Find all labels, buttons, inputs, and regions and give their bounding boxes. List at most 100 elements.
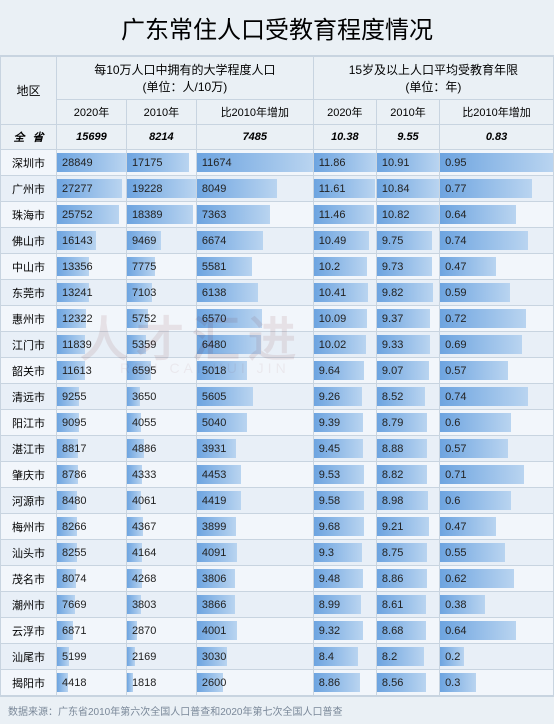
table-cell: 0.6 [440,410,554,436]
table-cell: 7103 [126,280,196,306]
region-name: 河源市 [1,488,57,514]
table-cell: 0.38 [440,592,554,618]
table-cell: 5605 [196,384,313,410]
table-cell: 11.46 [313,202,376,228]
province-u2020: 15699 [57,125,127,150]
table-row: 广州市2727719228804911.6110.840.77 [1,176,554,202]
table-cell: 9469 [126,228,196,254]
table-cell: 3650 [126,384,196,410]
table-cell: 9.68 [313,514,376,540]
region-name: 江门市 [1,332,57,358]
table-cell: 9.82 [376,280,439,306]
region-name: 深圳市 [1,150,57,176]
table-cell: 4001 [196,618,313,644]
table-row: 揭阳市4418181826008.868.560.3 [1,670,554,696]
table-cell: 0.59 [440,280,554,306]
table-cell: 8.86 [376,566,439,592]
table-row: 清远市9255365056059.268.520.74 [1,384,554,410]
table-cell: 4418 [57,670,127,696]
table-cell: 0.47 [440,254,554,280]
table-row: 深圳市28849171751167411.8610.910.95 [1,150,554,176]
table-cell: 5018 [196,358,313,384]
table-cell: 3866 [196,592,313,618]
table-cell: 4367 [126,514,196,540]
table-cell: 8074 [57,566,127,592]
table-cell: 3806 [196,566,313,592]
table-cell: 13356 [57,254,127,280]
table-cell: 3030 [196,644,313,670]
table-cell: 17175 [126,150,196,176]
table-row: 阳江市9095405550409.398.790.6 [1,410,554,436]
col-2010-b: 2010年 [376,100,439,125]
col-region: 地区 [1,57,57,125]
table-cell: 2169 [126,644,196,670]
table-cell: 4061 [126,488,196,514]
table-cell: 11.86 [313,150,376,176]
region-name: 汕头市 [1,540,57,566]
page-title: 广东常住人口受教育程度情况 [0,0,554,56]
table-cell: 8.68 [376,618,439,644]
table-cell: 8.86 [313,670,376,696]
table-cell: 9.21 [376,514,439,540]
region-name: 佛山市 [1,228,57,254]
table-cell: 11839 [57,332,127,358]
table-cell: 8.4 [313,644,376,670]
table-cell: 0.74 [440,384,554,410]
table-cell: 8255 [57,540,127,566]
region-name: 珠海市 [1,202,57,228]
table-cell: 0.64 [440,618,554,644]
table-cell: 6480 [196,332,313,358]
region-name: 阳江市 [1,410,57,436]
region-name: 汕尾市 [1,644,57,670]
table-row: 惠州市123225752657010.099.370.72 [1,306,554,332]
table-cell: 5752 [126,306,196,332]
table-cell: 8.98 [376,488,439,514]
table-cell: 6871 [57,618,127,644]
table-cell: 10.41 [313,280,376,306]
table-cell: 9.07 [376,358,439,384]
table-cell: 10.2 [313,254,376,280]
table-cell: 3899 [196,514,313,540]
col-inc-b: 比2010年增加 [440,100,554,125]
table-cell: 1818 [126,670,196,696]
table-cell: 7363 [196,202,313,228]
table-cell: 9.3 [313,540,376,566]
table-cell: 9095 [57,410,127,436]
table-cell: 9255 [57,384,127,410]
table-row: 汕尾市5199216930308.48.20.2 [1,644,554,670]
table-cell: 9.37 [376,306,439,332]
table-row: 江门市118395359648010.029.330.69 [1,332,554,358]
table-row: 佛山市161439469667410.499.750.74 [1,228,554,254]
region-name: 清远市 [1,384,57,410]
education-table: 地区 每10万人口中拥有的大学程度人口(单位：人/10万) 15岁及以上人口平均… [0,56,554,696]
table-row: 潮州市7669380338668.998.610.38 [1,592,554,618]
table-cell: 9.39 [313,410,376,436]
table-cell: 9.53 [313,462,376,488]
table-cell: 8.82 [376,462,439,488]
col-2020-a: 2020年 [57,100,127,125]
table-cell: 4333 [126,462,196,488]
table-cell: 0.6 [440,488,554,514]
table-cell: 8049 [196,176,313,202]
province-u2010: 8214 [126,125,196,150]
table-cell: 11674 [196,150,313,176]
table-cell: 8.75 [376,540,439,566]
table-cell: 4055 [126,410,196,436]
table-row: 韶关市11613659550189.649.070.57 [1,358,554,384]
table-cell: 0.57 [440,358,554,384]
table-cell: 0.74 [440,228,554,254]
table-cell: 0.69 [440,332,554,358]
table-cell: 9.48 [313,566,376,592]
table-cell: 5199 [57,644,127,670]
table-cell: 8266 [57,514,127,540]
table-cell: 0.47 [440,514,554,540]
table-cell: 6138 [196,280,313,306]
table-row: 东莞市132417103613810.419.820.59 [1,280,554,306]
table-cell: 27277 [57,176,127,202]
region-name: 湛江市 [1,436,57,462]
table-row: 梅州市8266436738999.689.210.47 [1,514,554,540]
table-cell: 0.2 [440,644,554,670]
table-cell: 8.52 [376,384,439,410]
table-cell: 16143 [57,228,127,254]
table-cell: 8.88 [376,436,439,462]
